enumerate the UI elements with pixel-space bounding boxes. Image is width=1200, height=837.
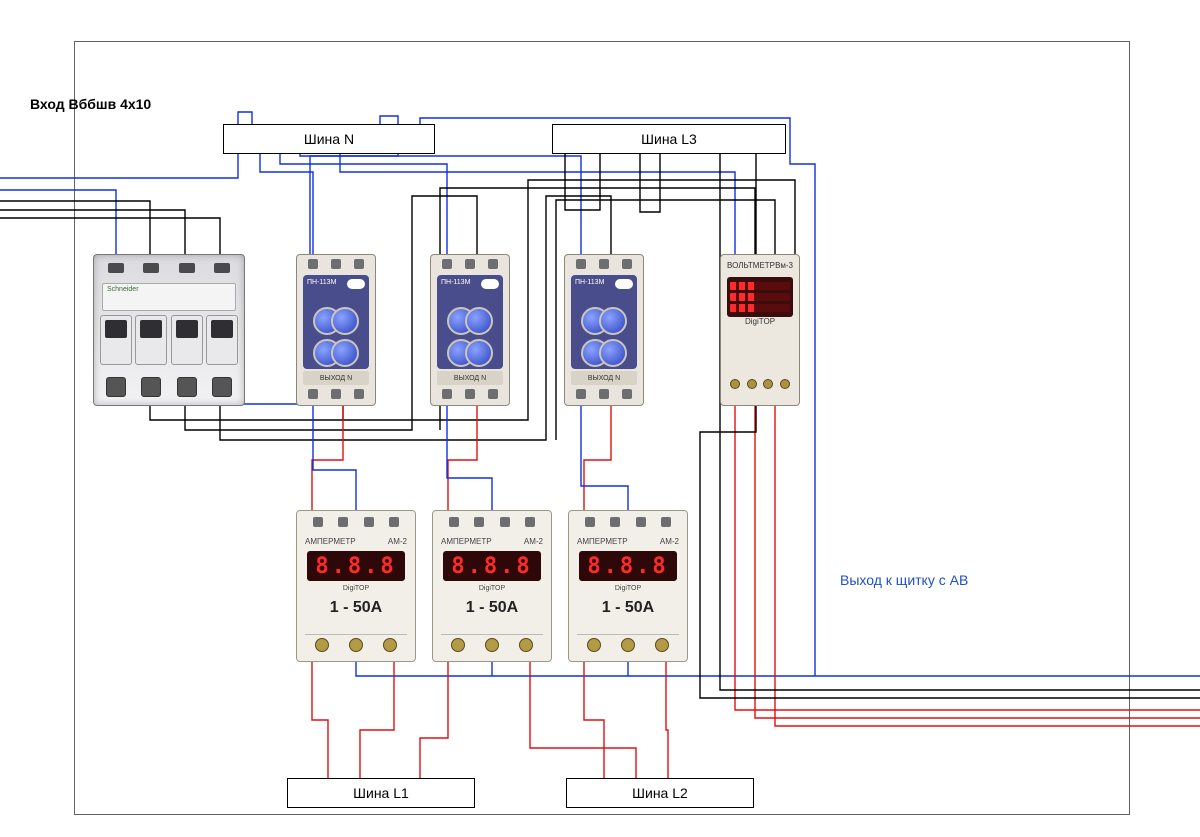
voltmeter-model: Вм-3 (775, 261, 793, 270)
voltage-relay-2: ПН-113М ВЫХОД N (430, 254, 510, 406)
voltmeter-brand: DigiTOP (721, 317, 799, 326)
am3-model: AM-2 (660, 537, 679, 546)
relay1-model: ПН-113М (307, 279, 336, 286)
input-cable-label: Вход Вббшв 4х10 (30, 96, 151, 112)
busbar-l2: Шина L2 (566, 778, 754, 808)
main-breaker-4p: Schneider (93, 254, 245, 406)
ammeter-1: АМПЕРМЕТР AM-2 8.8.8 DigiTOP 1 - 50A (296, 510, 416, 662)
panel-frame (74, 41, 1130, 815)
diagram-stage: Шина N Шина L3 Шина L1 Шина L2 Вход Вббш… (0, 0, 1200, 837)
am2-small: АМПЕРМЕТР (441, 537, 492, 546)
busbar-l1-label: Шина L1 (353, 785, 409, 801)
voltage-relay-3: ПН-113М ВЫХОД N (564, 254, 644, 406)
busbar-n-label: Шина N (304, 131, 354, 147)
busbar-l3-label: Шина L3 (641, 131, 697, 147)
am3-small: АМПЕРМЕТР (577, 537, 628, 546)
output-label: Выход к щитку с АВ (840, 572, 968, 588)
am2-display: 8.8.8 (451, 554, 532, 579)
am3-range: 1 - 50A (569, 599, 687, 617)
am1-range: 1 - 50A (297, 599, 415, 617)
relay2-model: ПН-113М (441, 279, 470, 286)
breaker-brand-label: Schneider (102, 283, 236, 311)
voltage-relay-1: ПН-113М ВЫХОД N (296, 254, 376, 406)
ammeter-3: АМПЕРМЕТР AM-2 8.8.8 DigiTOP 1 - 50A (568, 510, 688, 662)
busbar-l2-label: Шина L2 (632, 785, 688, 801)
am1-brand: DigiTOP (297, 585, 415, 592)
am1-model: AM-2 (388, 537, 407, 546)
relay3-model: ПН-113М (575, 279, 604, 286)
am3-brand: DigiTOP (569, 585, 687, 592)
am2-model: AM-2 (524, 537, 543, 546)
voltmeter-3phase: ВОЛЬТМЕТРВм-3 DigiTOP (720, 254, 800, 406)
am2-brand: DigiTOP (433, 585, 551, 592)
am1-small: АМПЕРМЕТР (305, 537, 356, 546)
am3-display: 8.8.8 (587, 554, 668, 579)
busbar-l1: Шина L1 (287, 778, 475, 808)
am2-range: 1 - 50A (433, 599, 551, 617)
busbar-n: Шина N (223, 124, 435, 154)
am1-display: 8.8.8 (315, 554, 396, 579)
ammeter-2: АМПЕРМЕТР AM-2 8.8.8 DigiTOP 1 - 50A (432, 510, 552, 662)
busbar-l3: Шина L3 (552, 124, 786, 154)
